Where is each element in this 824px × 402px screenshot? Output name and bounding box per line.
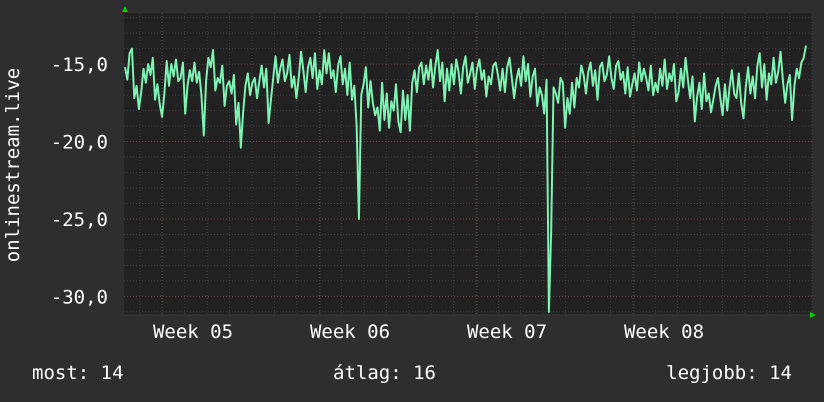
plot-area — [124, 13, 812, 315]
y-axis-arrow-icon — [122, 6, 128, 12]
y-tick-label: -25,0 — [51, 209, 108, 231]
current-value-label: most: 14 — [32, 362, 124, 384]
best-value-label: legjobb: 14 — [666, 362, 792, 384]
y-axis-label: onlinestream.live — [2, 68, 24, 262]
y-tick-label: -20,0 — [51, 132, 108, 154]
series-line — [124, 45, 807, 313]
average-value-label: átlag: 16 — [333, 362, 436, 384]
x-tick-label: Week 08 — [624, 321, 704, 343]
y-axis-ticks: -15,0 -20,0 -25,0 -30,0 — [51, 54, 108, 308]
y-tick-label: -15,0 — [51, 54, 108, 76]
x-axis-arrow-icon — [810, 312, 816, 318]
x-axis-ticks: Week 05 Week 06 Week 07 Week 08 — [153, 321, 704, 343]
x-tick-label: Week 07 — [467, 321, 547, 343]
grid — [124, 13, 813, 315]
series-group — [124, 45, 807, 313]
x-tick-label: Week 05 — [153, 321, 233, 343]
x-tick-label: Week 06 — [310, 321, 390, 343]
y-tick-label: -30,0 — [51, 286, 108, 308]
